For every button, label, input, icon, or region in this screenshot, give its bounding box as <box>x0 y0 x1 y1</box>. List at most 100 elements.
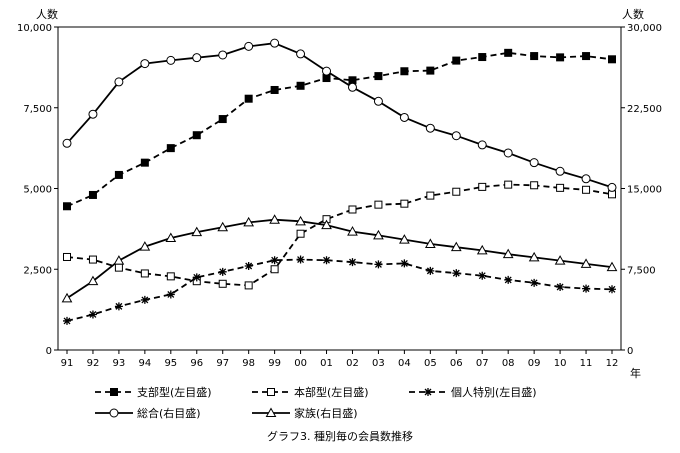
data-point <box>556 283 565 292</box>
series-1 <box>63 180 616 290</box>
legend-label: 本部型(左目盛) <box>294 385 369 399</box>
x-tick-label: 05 <box>424 358 437 369</box>
data-point <box>139 241 151 251</box>
data-point <box>530 181 539 190</box>
data-point <box>269 214 280 224</box>
x-tick-label: 00 <box>294 358 307 369</box>
data-point <box>477 140 487 150</box>
series-line <box>66 183 613 287</box>
series-2 <box>63 255 616 325</box>
data-point <box>582 284 591 293</box>
data-point <box>606 261 618 272</box>
legend-item: 本部型(左目盛) <box>252 385 369 399</box>
data-point <box>296 49 306 59</box>
data-point <box>270 85 279 94</box>
data-point <box>347 226 358 236</box>
data-point <box>504 275 513 284</box>
data-point <box>528 251 540 262</box>
data-point <box>425 123 435 133</box>
data-point <box>400 199 409 208</box>
data-point <box>608 55 616 64</box>
data-point <box>140 269 149 278</box>
data-point <box>504 48 513 57</box>
data-point <box>503 148 513 158</box>
data-point <box>270 256 279 265</box>
x-tick-label: 97 <box>216 358 229 369</box>
data-point <box>504 180 513 189</box>
data-point <box>476 244 488 255</box>
data-point <box>63 252 71 261</box>
data-point <box>373 229 384 240</box>
data-point <box>530 52 539 61</box>
legend-marker <box>424 388 432 396</box>
x-tick-label: 04 <box>398 358 411 369</box>
data-point <box>217 221 229 232</box>
x-tick-label: 10 <box>554 358 567 369</box>
data-point <box>556 183 565 192</box>
data-point <box>243 216 255 227</box>
data-point <box>166 290 175 299</box>
data-point <box>530 278 539 287</box>
legend-item: 個人特別(左目盛) <box>409 385 537 399</box>
data-point <box>63 202 71 211</box>
data-point <box>450 241 462 252</box>
right-axis-title: 人数 <box>622 8 644 21</box>
legend-label: 総合(右目盛) <box>137 406 201 420</box>
left-tick-label: 10,000 <box>17 23 52 34</box>
data-point <box>114 302 123 311</box>
data-point <box>192 53 202 63</box>
data-point <box>140 59 150 69</box>
data-point <box>244 41 254 51</box>
data-point <box>426 191 435 200</box>
data-point <box>88 109 98 119</box>
data-point <box>244 281 253 290</box>
data-point <box>244 94 253 103</box>
data-point <box>452 269 461 278</box>
chart-title: グラフ3. 種別毎の会員数推移 <box>267 429 413 443</box>
data-point <box>399 112 409 122</box>
left-tick-label: 0 <box>46 346 52 357</box>
data-point <box>478 53 487 62</box>
data-point <box>555 166 565 176</box>
data-point <box>399 234 410 244</box>
x-tick-label: 91 <box>61 358 74 369</box>
legend-item: 総合(右目盛) <box>95 406 201 420</box>
data-point <box>347 82 357 92</box>
data-point <box>321 219 332 230</box>
legend-item: 家族(右目盛) <box>252 406 358 420</box>
data-point <box>114 263 123 272</box>
x-tick-label: 99 <box>268 358 281 369</box>
data-point <box>62 138 72 148</box>
data-point <box>580 258 592 268</box>
data-point <box>63 316 71 325</box>
data-point <box>374 200 383 209</box>
data-point <box>218 115 227 124</box>
data-point <box>270 38 280 48</box>
data-point <box>165 232 177 243</box>
x-tick-label: 96 <box>190 358 203 369</box>
data-point <box>113 255 125 265</box>
data-point <box>424 238 436 248</box>
data-point <box>218 267 227 276</box>
data-point <box>426 266 435 275</box>
x-tick-label: 92 <box>87 358 100 369</box>
x-tick-label: 94 <box>138 358 151 369</box>
legend-label: 家族(右目盛) <box>294 406 358 420</box>
series-line <box>66 42 613 189</box>
data-point <box>296 255 305 264</box>
data-point <box>581 174 591 184</box>
data-point <box>191 226 203 237</box>
right-tick-label: 30,000 <box>627 23 662 34</box>
x-tick-label: 11 <box>580 358 593 369</box>
data-point <box>140 295 149 304</box>
data-point <box>244 262 253 271</box>
data-point <box>88 190 97 199</box>
series-line <box>66 258 613 322</box>
data-point <box>270 265 279 274</box>
data-point <box>452 187 461 196</box>
x-tick-label: 08 <box>502 358 515 369</box>
data-point <box>166 55 176 65</box>
data-point <box>322 256 331 265</box>
data-point <box>348 258 357 267</box>
